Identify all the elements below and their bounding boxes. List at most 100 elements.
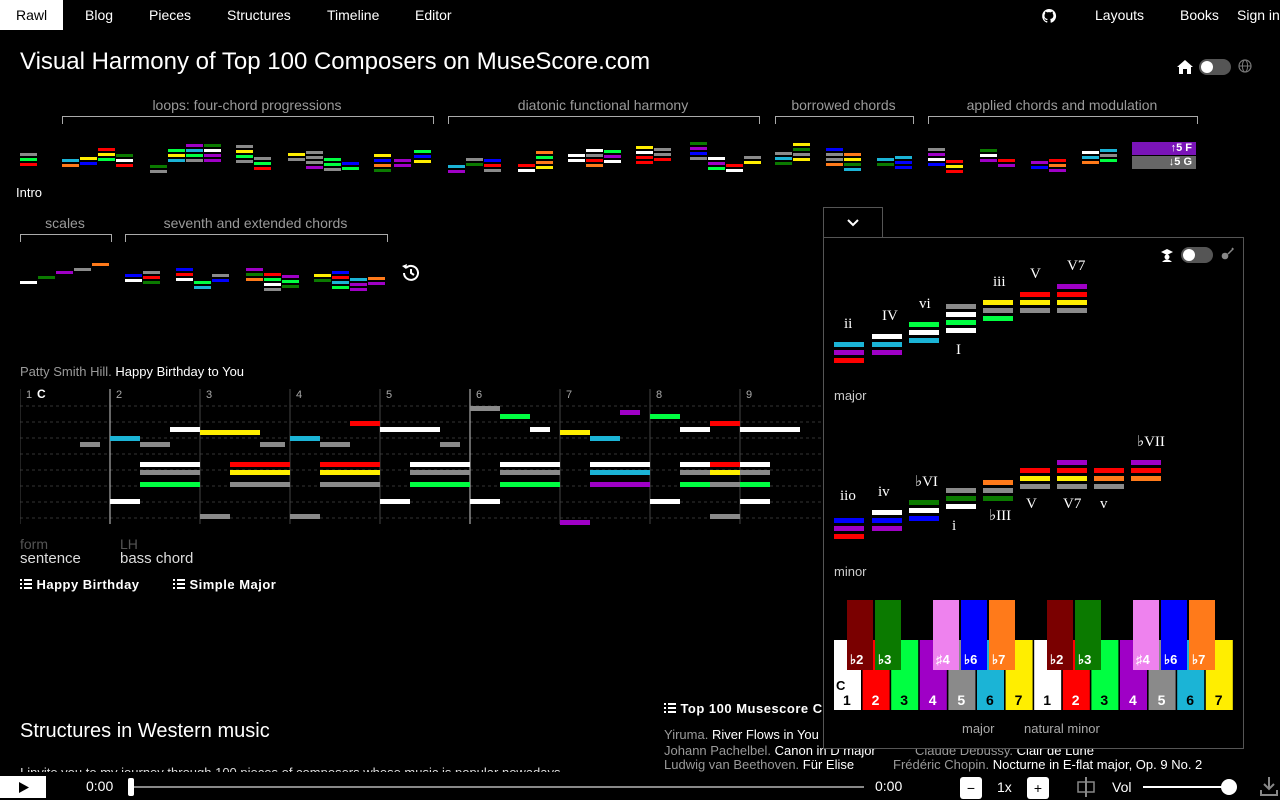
thumb-note [143, 271, 160, 274]
top100-title[interactable]: Top 100 Musescore Co [680, 701, 832, 716]
play-button[interactable] [0, 776, 46, 798]
top100-row-5[interactable]: Frédéric Chopin. Nocturne in E-flat majo… [893, 757, 1202, 772]
chevron-down-icon[interactable] [847, 219, 859, 227]
panel-chord-note [946, 496, 976, 501]
panel-chord-note [1057, 476, 1087, 481]
piece-name[interactable]: River Flows in You [711, 727, 819, 742]
simple-major-link[interactable]: Simple Major [173, 576, 276, 594]
thumb-note [928, 153, 945, 156]
lh-value: bass chord [120, 550, 194, 567]
piano-roll[interactable]: 1 2 3 4 5 6 7 8 9 C [20, 384, 823, 526]
simple-major-link-label[interactable]: Simple Major [189, 577, 277, 592]
black-key-label: ♭7 [992, 652, 1005, 667]
top100-row-1[interactable]: Yiruma. River Flows in You [664, 727, 819, 742]
nav-item-structures[interactable]: Structures [227, 7, 291, 23]
thumb-note [246, 268, 263, 271]
piece-name[interactable]: Nocturne in E-flat major, Op. 9 No. 2 [992, 757, 1203, 772]
download-icon[interactable] [1260, 776, 1278, 796]
group-label-borrowed[interactable]: borrowed chords [791, 97, 896, 113]
group-label-scales[interactable]: scales [45, 215, 85, 231]
width-adjust-icon[interactable] [1072, 776, 1100, 798]
github-icon[interactable] [1041, 8, 1057, 24]
home-icon[interactable] [1176, 59, 1194, 75]
panel-chord-note [946, 328, 976, 333]
thumb-note [414, 160, 431, 163]
minor-label: minor [834, 564, 867, 579]
lh-label: LH [120, 536, 138, 552]
top-nav: Rawl Blog Pieces Structures Timeline Edi… [0, 0, 1280, 30]
melody-note [680, 427, 710, 432]
thumb-note [1100, 159, 1117, 162]
tutorial-toggle[interactable] [1181, 247, 1213, 263]
theme-toggle[interactable] [1199, 59, 1231, 75]
melody-note [320, 442, 350, 447]
nav-item-pieces[interactable]: Pieces [149, 7, 192, 23]
panel-chord-note [1131, 460, 1161, 465]
happy-birthday-link-label[interactable]: Happy Birthday [36, 577, 140, 592]
top100-row-3[interactable]: Ludwig van Beethoven. Für Elise [664, 757, 854, 772]
page-title: Visual Harmony of Top 100 Composers on M… [20, 48, 651, 75]
scale-note [74, 268, 91, 271]
panel-chord-note [1131, 468, 1161, 473]
group-label-seventh[interactable]: seventh and extended chords [163, 215, 348, 231]
nav-item-editor[interactable]: Editor [415, 7, 452, 23]
chord-note [740, 462, 770, 467]
thumb-note [394, 159, 411, 162]
top100-link[interactable]: Top 100 Musescore Co [664, 700, 831, 718]
chord-note [620, 462, 650, 467]
panel-collapse-tab[interactable] [823, 207, 883, 238]
thumb-note [604, 155, 621, 158]
nav-item-rawl[interactable]: Rawl [0, 0, 64, 30]
panel-chord-note [983, 496, 1013, 501]
piece-name[interactable]: Für Elise [802, 757, 855, 772]
speed-value: 1x [997, 779, 1012, 795]
thumb-note [204, 144, 221, 147]
guitar-icon[interactable] [1220, 247, 1234, 261]
thumb-note [586, 164, 603, 167]
chord-thumbnails-row2[interactable] [0, 243, 400, 303]
seek-track[interactable] [128, 786, 864, 788]
volume-track[interactable] [1143, 786, 1229, 788]
panel-chord-note [1094, 484, 1124, 489]
thumb-note [654, 158, 671, 161]
thumb-note [895, 156, 912, 159]
thumb-note [314, 274, 331, 277]
volume-handle[interactable] [1221, 779, 1237, 795]
chord-thumbnails-row1[interactable] [0, 125, 1200, 185]
group-label-applied[interactable]: applied chords and modulation [966, 97, 1158, 113]
intro-label[interactable]: Intro [16, 185, 43, 200]
speed-up-button[interactable]: + [1027, 777, 1049, 799]
white-key-label: 3 [900, 692, 908, 708]
group-label-diatonic[interactable]: diatonic functional harmony [517, 97, 689, 113]
nav-item-books[interactable]: Books [1180, 7, 1219, 23]
thumb-note [332, 281, 349, 284]
nav-item-timeline[interactable]: Timeline [327, 7, 380, 23]
nav-item-sign-in[interactable]: Sign in [1237, 7, 1280, 23]
white-key-label: 3 [1100, 692, 1108, 708]
thumb-note [690, 152, 707, 155]
group-label-loops[interactable]: loops: four-chord progressions [152, 97, 342, 113]
thumb-note [194, 286, 211, 289]
melody-note [470, 499, 500, 504]
happy-birthday-link[interactable]: Happy Birthday [20, 576, 140, 594]
thumb-note [20, 163, 37, 166]
seek-handle[interactable] [128, 778, 134, 796]
black-key [1189, 600, 1215, 670]
globe-icon[interactable] [1238, 59, 1252, 73]
nav-item-blog[interactable]: Blog [85, 7, 114, 23]
thumb-note [793, 153, 810, 156]
history-icon[interactable] [400, 262, 422, 284]
speed-down-button[interactable]: − [960, 777, 982, 799]
nav-item-layouts[interactable]: Layouts [1095, 7, 1145, 23]
thumb-note [586, 159, 603, 162]
thumb-note [636, 156, 653, 159]
teacher-icon[interactable] [1160, 248, 1174, 262]
piece-title[interactable]: Happy Birthday to You [115, 364, 245, 379]
thumb-note [1082, 151, 1099, 154]
thumb-note [98, 153, 115, 156]
thumb-note [844, 163, 861, 166]
melody-note [650, 414, 680, 419]
white-key-label: 5 [957, 692, 965, 708]
